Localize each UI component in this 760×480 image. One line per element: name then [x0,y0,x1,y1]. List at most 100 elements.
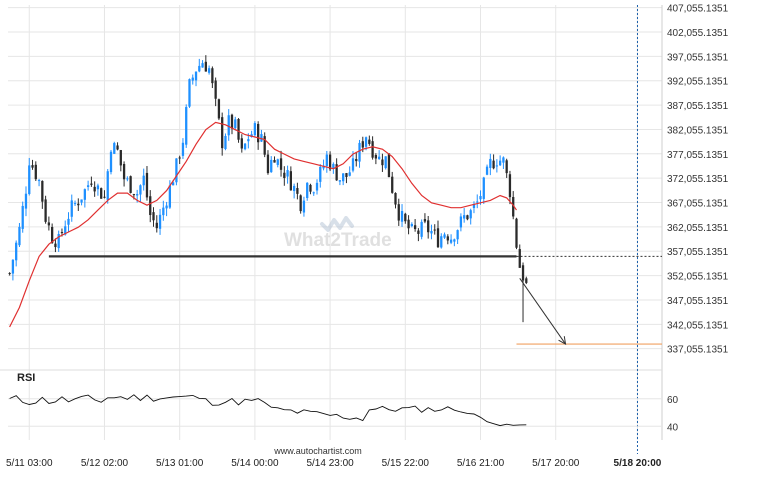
candle-body [296,188,299,194]
candle-body [312,192,315,194]
candle-body [162,207,165,216]
candle-body [335,164,338,181]
candle-body [397,204,400,221]
price-tick-label: 347,055.1351 [667,296,729,307]
candle-body [158,214,162,229]
candle-body [276,159,279,165]
candle-body [283,172,286,179]
candle-body [93,186,96,192]
candle-body [86,185,90,187]
candle-body [286,170,289,177]
candle-body [279,158,283,170]
candle-body [257,123,260,143]
grid-layer [0,5,663,440]
time-tick-label: 5/17 20:00 [532,458,580,469]
candle-body [198,65,201,72]
price-tick-label: 357,055.1351 [667,247,729,258]
candle-body [132,194,136,196]
candle-body [361,141,364,148]
candle-body [472,204,476,209]
time-tick-label: 5/12 02:00 [81,458,129,469]
candle-body [155,222,158,229]
moving-average-line [9,121,517,328]
candle-body [351,158,355,171]
candle-body [407,219,410,229]
candle-body [459,216,463,228]
candle-body [374,155,378,159]
footer-url[interactable]: www.autochartist.com [273,446,362,456]
price-tick-label: 402,055.1351 [667,28,729,39]
candle-body [119,150,122,166]
price-tick-label: 372,055.1351 [667,174,729,185]
candle-body [260,134,263,142]
price-tick-label: 392,055.1351 [667,77,729,88]
watermark: What2Trade [284,216,392,251]
candle-body [306,182,309,199]
candle-body [322,165,325,169]
candle-body [489,158,492,168]
candle-body [319,166,322,182]
candle-body [34,164,37,180]
candle-body [328,154,332,170]
candle-body [413,225,417,230]
candle-body [60,232,64,234]
candle-body [512,197,515,217]
candle-body [41,180,44,202]
candle-body [77,203,80,206]
candle-body [171,182,175,186]
candle-body [8,273,11,275]
candle-body [498,160,502,166]
candle-body [113,143,116,154]
candle-body [485,166,489,175]
candle-body [142,175,145,186]
candle-body [152,212,155,221]
candle-body [175,158,178,183]
candle-body [100,188,103,199]
candle-body [420,221,423,237]
candle-body [149,196,152,216]
candle-body [129,176,132,193]
candle-body [188,79,191,107]
candle-body [358,142,361,162]
rsi-title: RSI [17,372,35,384]
candle-body [364,137,368,147]
candle-body [355,158,358,162]
candle-body [211,68,214,84]
candle-body [109,151,113,173]
candle-body [400,210,404,222]
time-tick-label: 5/11 03:00 [6,458,53,469]
candle-body [11,259,15,274]
candle-body [214,80,217,99]
candle-body [136,194,139,196]
candle-body [139,185,142,195]
candle-body [476,201,479,203]
candle-body [469,210,472,219]
candle-body [31,165,34,168]
candle-body [433,229,436,231]
candle-body [80,199,83,203]
price-tick-label: 342,055.1351 [667,320,729,331]
candle-body [227,115,230,136]
candle-body [73,203,77,205]
price-tick-label: 387,055.1351 [667,101,729,112]
candle-body [384,156,387,169]
candle-body [515,218,518,248]
candle-body [253,123,257,136]
candle-body [446,236,449,241]
price-tick-label: 377,055.1351 [667,150,729,161]
candle-body [57,234,60,249]
time-tick-label: 5/14 00:00 [231,458,279,469]
candle-body [505,160,508,174]
candle-body [243,143,247,150]
candle-body [292,185,296,192]
forecast-arrow-head [558,336,567,346]
price-plot [8,5,662,454]
candle-body [145,172,149,198]
candle-body [302,200,306,213]
candle-body [247,139,250,142]
candle-body [18,226,21,246]
time-tick-label: 5/13 01:00 [156,458,204,469]
candle-body [492,160,495,169]
